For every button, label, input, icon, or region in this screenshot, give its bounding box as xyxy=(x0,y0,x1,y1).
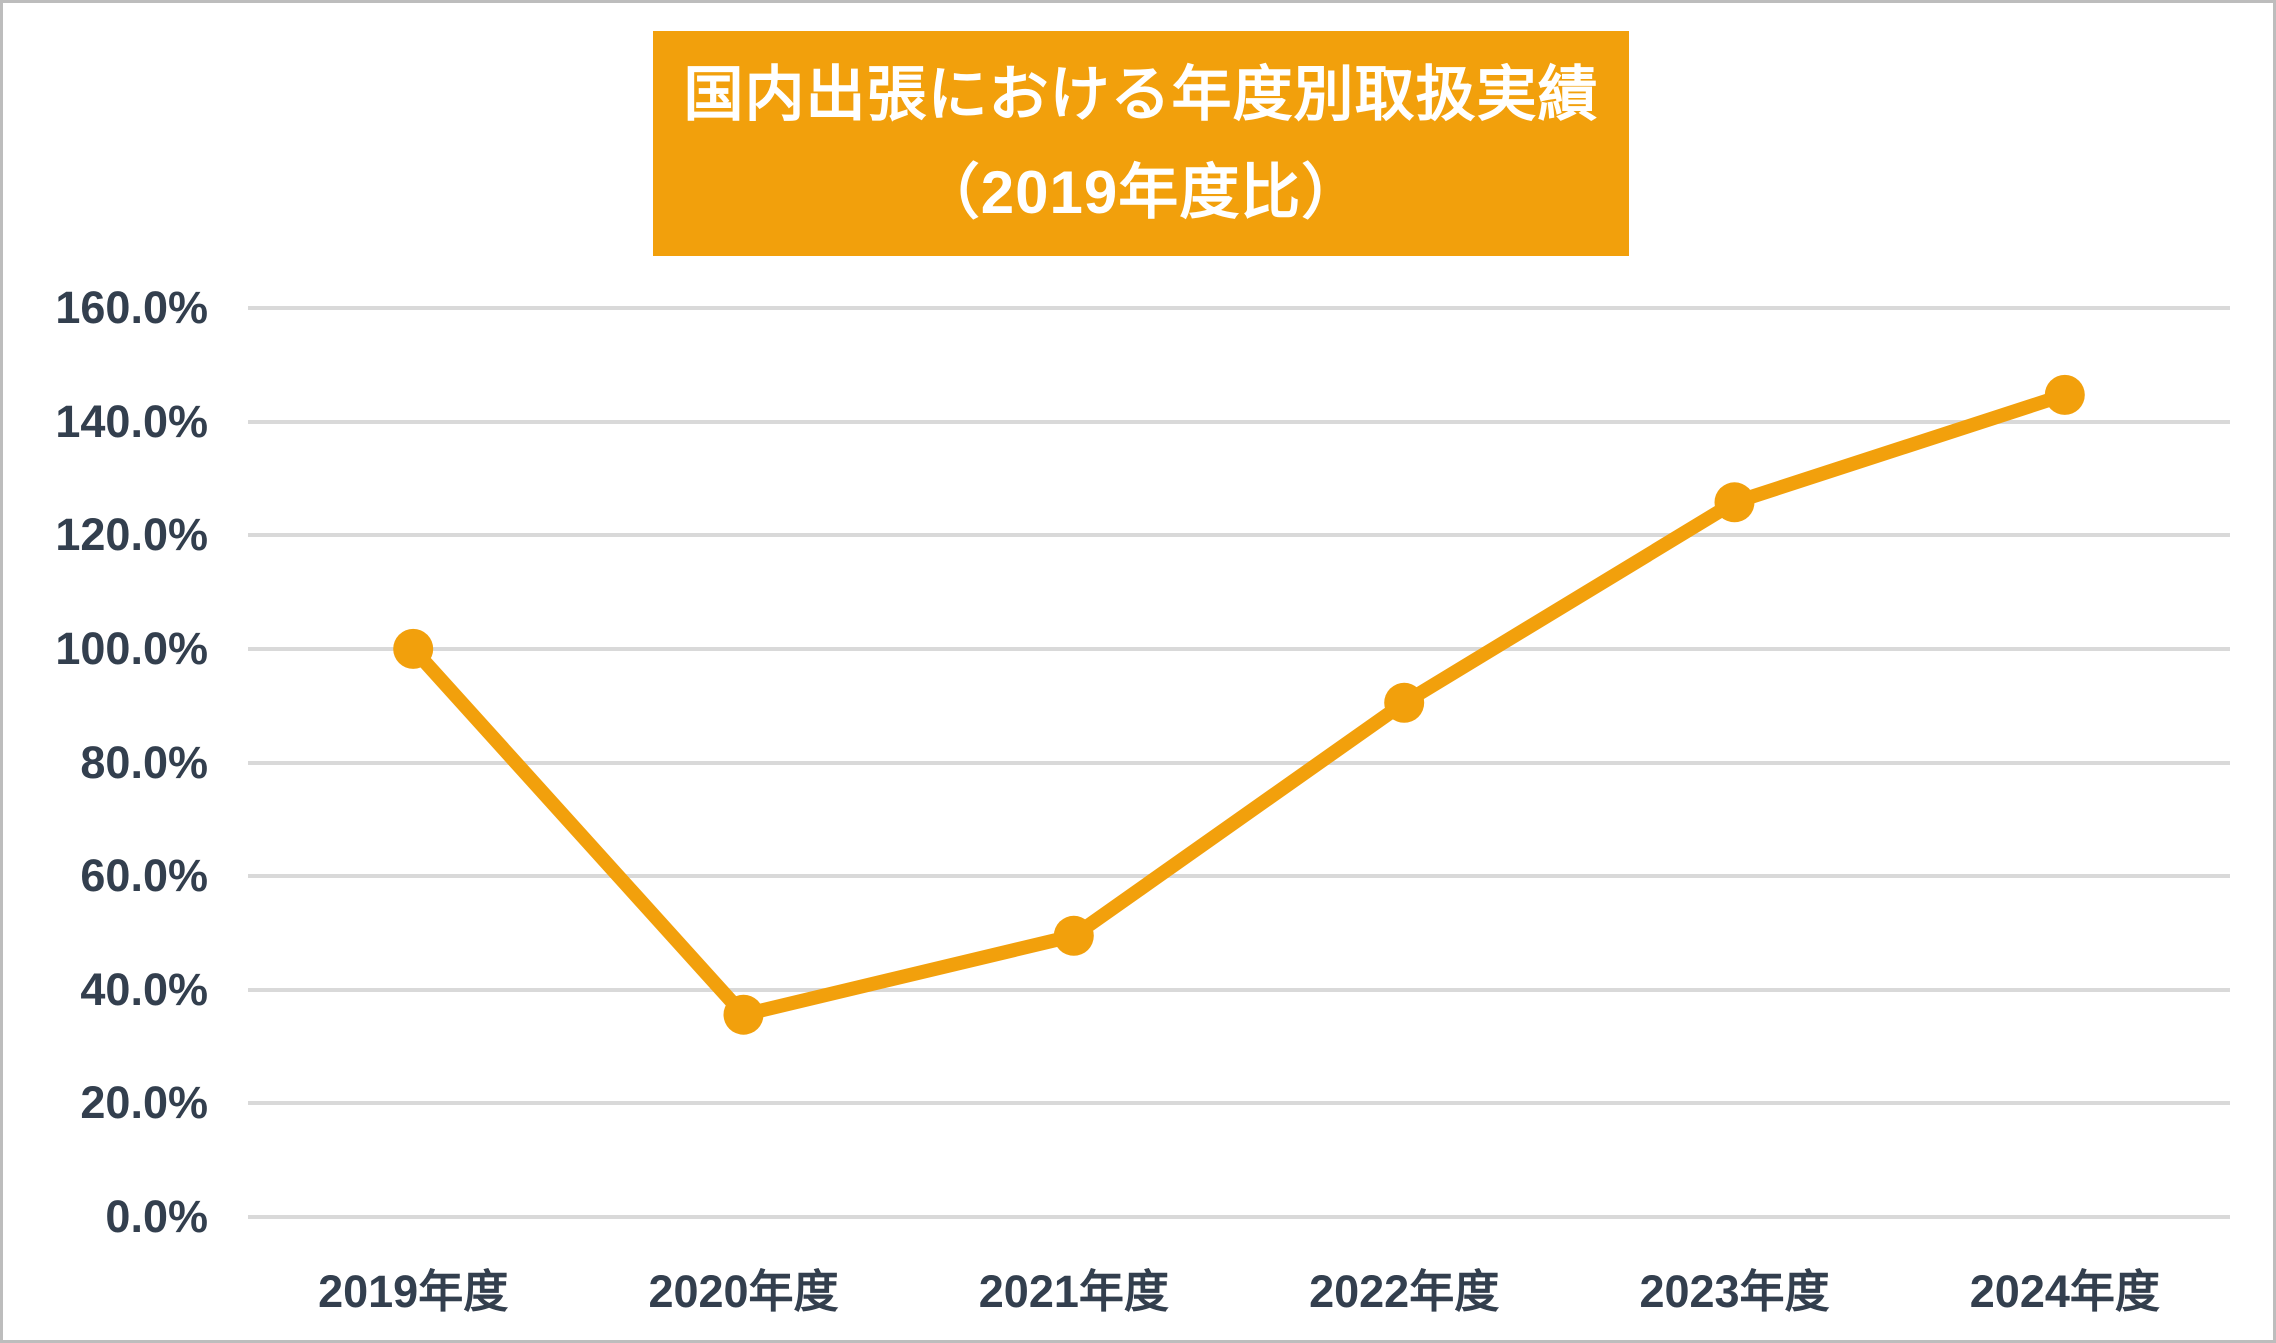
data-point-marker xyxy=(1714,482,1755,523)
x-axis-tick-label: 2024年度 xyxy=(1969,1266,2160,1317)
x-axis-tick-label: 2022年度 xyxy=(1309,1266,1500,1317)
x-axis-tick-label: 2023年度 xyxy=(1639,1266,1830,1317)
chart-title-line-2: （2019年度比） xyxy=(919,158,1363,226)
x-axis-labels: 2019年度 2020年度 2021年度 2022年度 2023年度 2024年度 xyxy=(248,1255,2230,1325)
gridline xyxy=(248,1101,2230,1106)
chart-title-line-1: 国内出張における年度別取扱実績 xyxy=(683,60,1599,128)
plot-area xyxy=(248,306,2230,1219)
gridline xyxy=(248,874,2230,879)
gridline xyxy=(248,987,2230,992)
line-series xyxy=(393,374,2085,1035)
data-point-marker xyxy=(393,628,434,669)
y-axis-tick-label: 60.0% xyxy=(80,850,208,902)
chart-title-box: 国内出張における年度別取扱実績 （2019年度比） xyxy=(653,31,1629,256)
gridline xyxy=(248,646,2230,651)
gridline xyxy=(248,760,2230,765)
data-point-marker xyxy=(723,994,764,1035)
data-point-marker xyxy=(1053,915,1094,956)
data-point-marker xyxy=(2044,374,2085,415)
x-axis-tick-label: 2020年度 xyxy=(648,1266,839,1317)
x-axis-tick-label: 2021年度 xyxy=(978,1266,1169,1317)
gridline xyxy=(248,1215,2230,1219)
y-axis-tick-label: 100.0% xyxy=(55,622,208,674)
y-axis-tick-label: 160.0% xyxy=(55,282,208,333)
x-axis-tick-label: 2019年度 xyxy=(318,1266,509,1317)
y-axis-tick-label: 80.0% xyxy=(80,736,208,788)
y-axis-tick-label: 140.0% xyxy=(55,395,208,447)
gridline xyxy=(248,533,2230,538)
gridline xyxy=(248,306,2230,310)
y-axis-tick-label: 40.0% xyxy=(80,963,208,1015)
series-line xyxy=(406,387,2072,1022)
y-axis-tick-label: 120.0% xyxy=(55,509,208,561)
y-axis-tick-label: 0.0% xyxy=(105,1191,208,1242)
data-point-marker xyxy=(1384,682,1425,723)
y-axis-tick-label: 20.0% xyxy=(80,1077,208,1129)
y-axis-labels: 0.0% 20.0% 40.0% 60.0% 80.0% 100.0% 120.0% 140.… xyxy=(3,282,208,1242)
gridline xyxy=(248,419,2230,424)
